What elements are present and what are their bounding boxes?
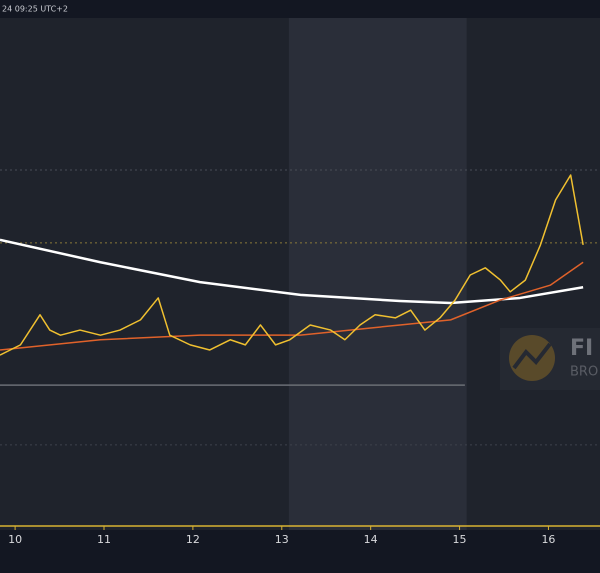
logo: FI BRO <box>500 328 600 390</box>
logo-subtext: BRO <box>570 365 598 380</box>
x-tick-label: 14 <box>364 533 378 546</box>
x-tick-label: 16 <box>541 533 555 546</box>
x-tick-label: 12 <box>186 533 200 546</box>
x-tick-label: 11 <box>97 533 111 546</box>
logo-arrow <box>512 342 552 370</box>
x-tick-label: 10 <box>8 533 22 546</box>
x-axis-bar <box>0 530 600 573</box>
price-line <box>0 174 584 356</box>
x-tick-label: 13 <box>275 533 289 546</box>
top-bar <box>0 0 600 18</box>
price-line <box>0 238 584 305</box>
x-tick-label: 15 <box>453 533 467 546</box>
logo-text: FI <box>570 336 593 361</box>
shaded-session <box>288 18 467 530</box>
price-line <box>0 261 584 351</box>
header-text: 24 09:25 UTC+2 <box>2 5 68 14</box>
